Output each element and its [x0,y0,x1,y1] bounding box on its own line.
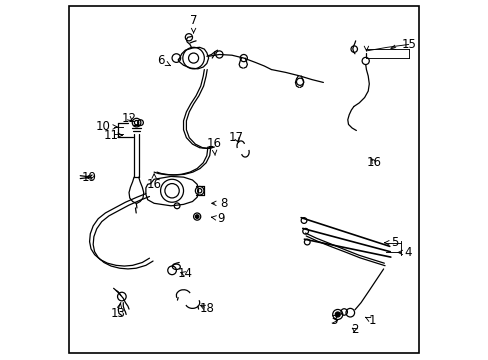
Text: 16: 16 [206,137,221,156]
Text: 15: 15 [390,38,415,51]
Text: 17: 17 [229,131,244,144]
Text: 1: 1 [365,314,375,327]
Text: 10: 10 [95,121,117,134]
Text: 16: 16 [146,174,162,191]
Text: 12: 12 [122,112,136,125]
Text: 16: 16 [366,156,381,169]
Text: 6: 6 [157,54,170,67]
Text: 14: 14 [178,267,192,280]
Text: 8: 8 [211,197,227,210]
Text: 3: 3 [329,314,337,327]
Text: 9: 9 [211,212,224,225]
Text: 5: 5 [384,236,397,249]
Text: 19: 19 [82,171,97,184]
Text: 7: 7 [189,14,197,33]
Text: 13: 13 [111,303,125,320]
Circle shape [335,312,340,317]
Text: 18: 18 [199,302,214,315]
Text: 11: 11 [103,129,122,142]
Text: 2: 2 [350,323,358,336]
Text: 4: 4 [397,246,410,259]
Circle shape [195,215,199,219]
